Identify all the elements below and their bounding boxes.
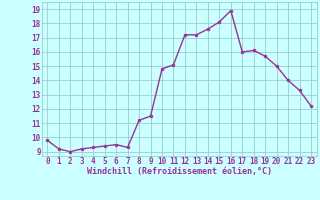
X-axis label: Windchill (Refroidissement éolien,°C): Windchill (Refroidissement éolien,°C) bbox=[87, 167, 272, 176]
